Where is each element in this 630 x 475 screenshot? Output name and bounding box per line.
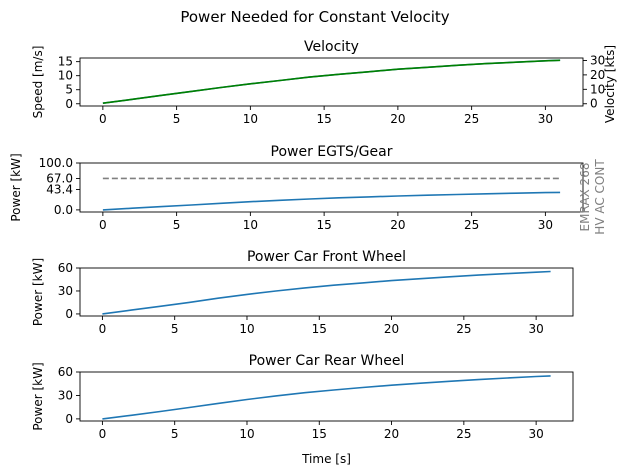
x-tick-label: 10	[243, 112, 258, 126]
y-right-tick-label: 10	[590, 82, 605, 96]
y-tick-label: 0	[65, 97, 73, 111]
y-axis-label: Power [kW]	[31, 258, 45, 326]
y-tick-label: 10	[58, 69, 73, 83]
x-tick-label: 20	[384, 427, 399, 441]
y-tick-label: 67.0	[46, 171, 73, 185]
y-tick-label: 15	[58, 55, 73, 69]
x-tick-label: 25	[456, 427, 471, 441]
y-tick-label: 60	[58, 261, 73, 275]
x-axis-label: Time [s]	[301, 452, 351, 466]
panel-title: Power EGTS/Gear	[271, 144, 393, 160]
y-tick-label: 60	[58, 365, 73, 379]
x-tick-label: 0	[99, 218, 107, 232]
x-tick-label: 20	[390, 218, 405, 232]
panel-title: Power Car Front Wheel	[247, 249, 406, 265]
y-tick-label: 5	[65, 83, 73, 97]
side-annotation-line: EMRAX 268	[578, 163, 592, 232]
y-tick-label: 0.0	[54, 203, 73, 217]
x-tick-label: 20	[390, 112, 405, 126]
y-tick-label: 30	[58, 284, 73, 298]
y-tick-label: 0	[65, 307, 73, 321]
series-line-1	[102, 270, 551, 315]
y-axis-label: Speed [m/s]	[31, 46, 45, 119]
x-tick-label: 15	[312, 427, 327, 441]
y-right-axis-label: Velocity [kts]	[603, 45, 617, 123]
y-tick-label: 0	[65, 412, 73, 426]
panel-title: Power Car Rear Wheel	[249, 353, 405, 369]
x-tick-label: 5	[171, 322, 179, 336]
x-tick-label: 15	[316, 112, 331, 126]
y-tick-label: 30	[58, 388, 73, 402]
x-tick-label: 10	[239, 427, 254, 441]
chart-panel-4: Power Car Rear Wheel 0 5 10 15 20 25 30 0 30 60 Pow…	[31, 353, 574, 466]
panel-title: Velocity	[304, 39, 359, 55]
axes-frame	[79, 57, 584, 107]
x-tick-label: 25	[464, 112, 479, 126]
series-line-1	[102, 59, 561, 104]
x-tick-label: 25	[464, 218, 479, 232]
y-axis-label: Power [kW]	[9, 153, 23, 221]
x-tick-label: 30	[528, 427, 543, 441]
y-right-tick-label: 30	[590, 53, 605, 67]
x-tick-label: 30	[538, 112, 553, 126]
x-tick-label: 30	[538, 218, 553, 232]
axes-frame	[79, 162, 584, 213]
x-tick-label: 20	[384, 322, 399, 336]
x-tick-label: 5	[173, 112, 181, 126]
chart-panel-3: Power Car Front Wheel 0 5 10 15 20 25 30 0 30 60 Po…	[31, 249, 574, 336]
y-axis-label: Power [kW]	[31, 362, 45, 430]
x-tick-label: 0	[99, 112, 107, 126]
y-right-tick-label: 0	[590, 97, 598, 111]
x-tick-label: 0	[99, 427, 107, 441]
axes-frame	[79, 371, 574, 422]
x-tick-label: 0	[99, 322, 107, 336]
x-tick-label: 15	[312, 322, 327, 336]
series-line-1	[102, 191, 561, 211]
side-annotation-line: HV AC CONT	[593, 159, 607, 235]
y-tick-label: 43.4	[46, 183, 73, 197]
x-tick-label: 10	[239, 322, 254, 336]
y-right-tick-label: 20	[590, 68, 605, 82]
chart-panel-2: Power EGTS/Gear 0 5 10 15 20 25 30 0.0 43.467.010…	[9, 144, 607, 235]
figure-title: Power Needed for Constant Velocity	[180, 8, 449, 26]
series-line-1	[102, 375, 551, 420]
x-tick-label: 5	[171, 427, 179, 441]
x-tick-label: 10	[243, 218, 258, 232]
series-line-2	[102, 59, 561, 104]
x-tick-label: 25	[456, 322, 471, 336]
x-tick-label: 5	[173, 218, 181, 232]
x-tick-label: 15	[316, 218, 331, 232]
axes-frame	[79, 267, 574, 317]
x-tick-label: 30	[528, 322, 543, 336]
y-tick-label: 100.0	[39, 156, 73, 170]
